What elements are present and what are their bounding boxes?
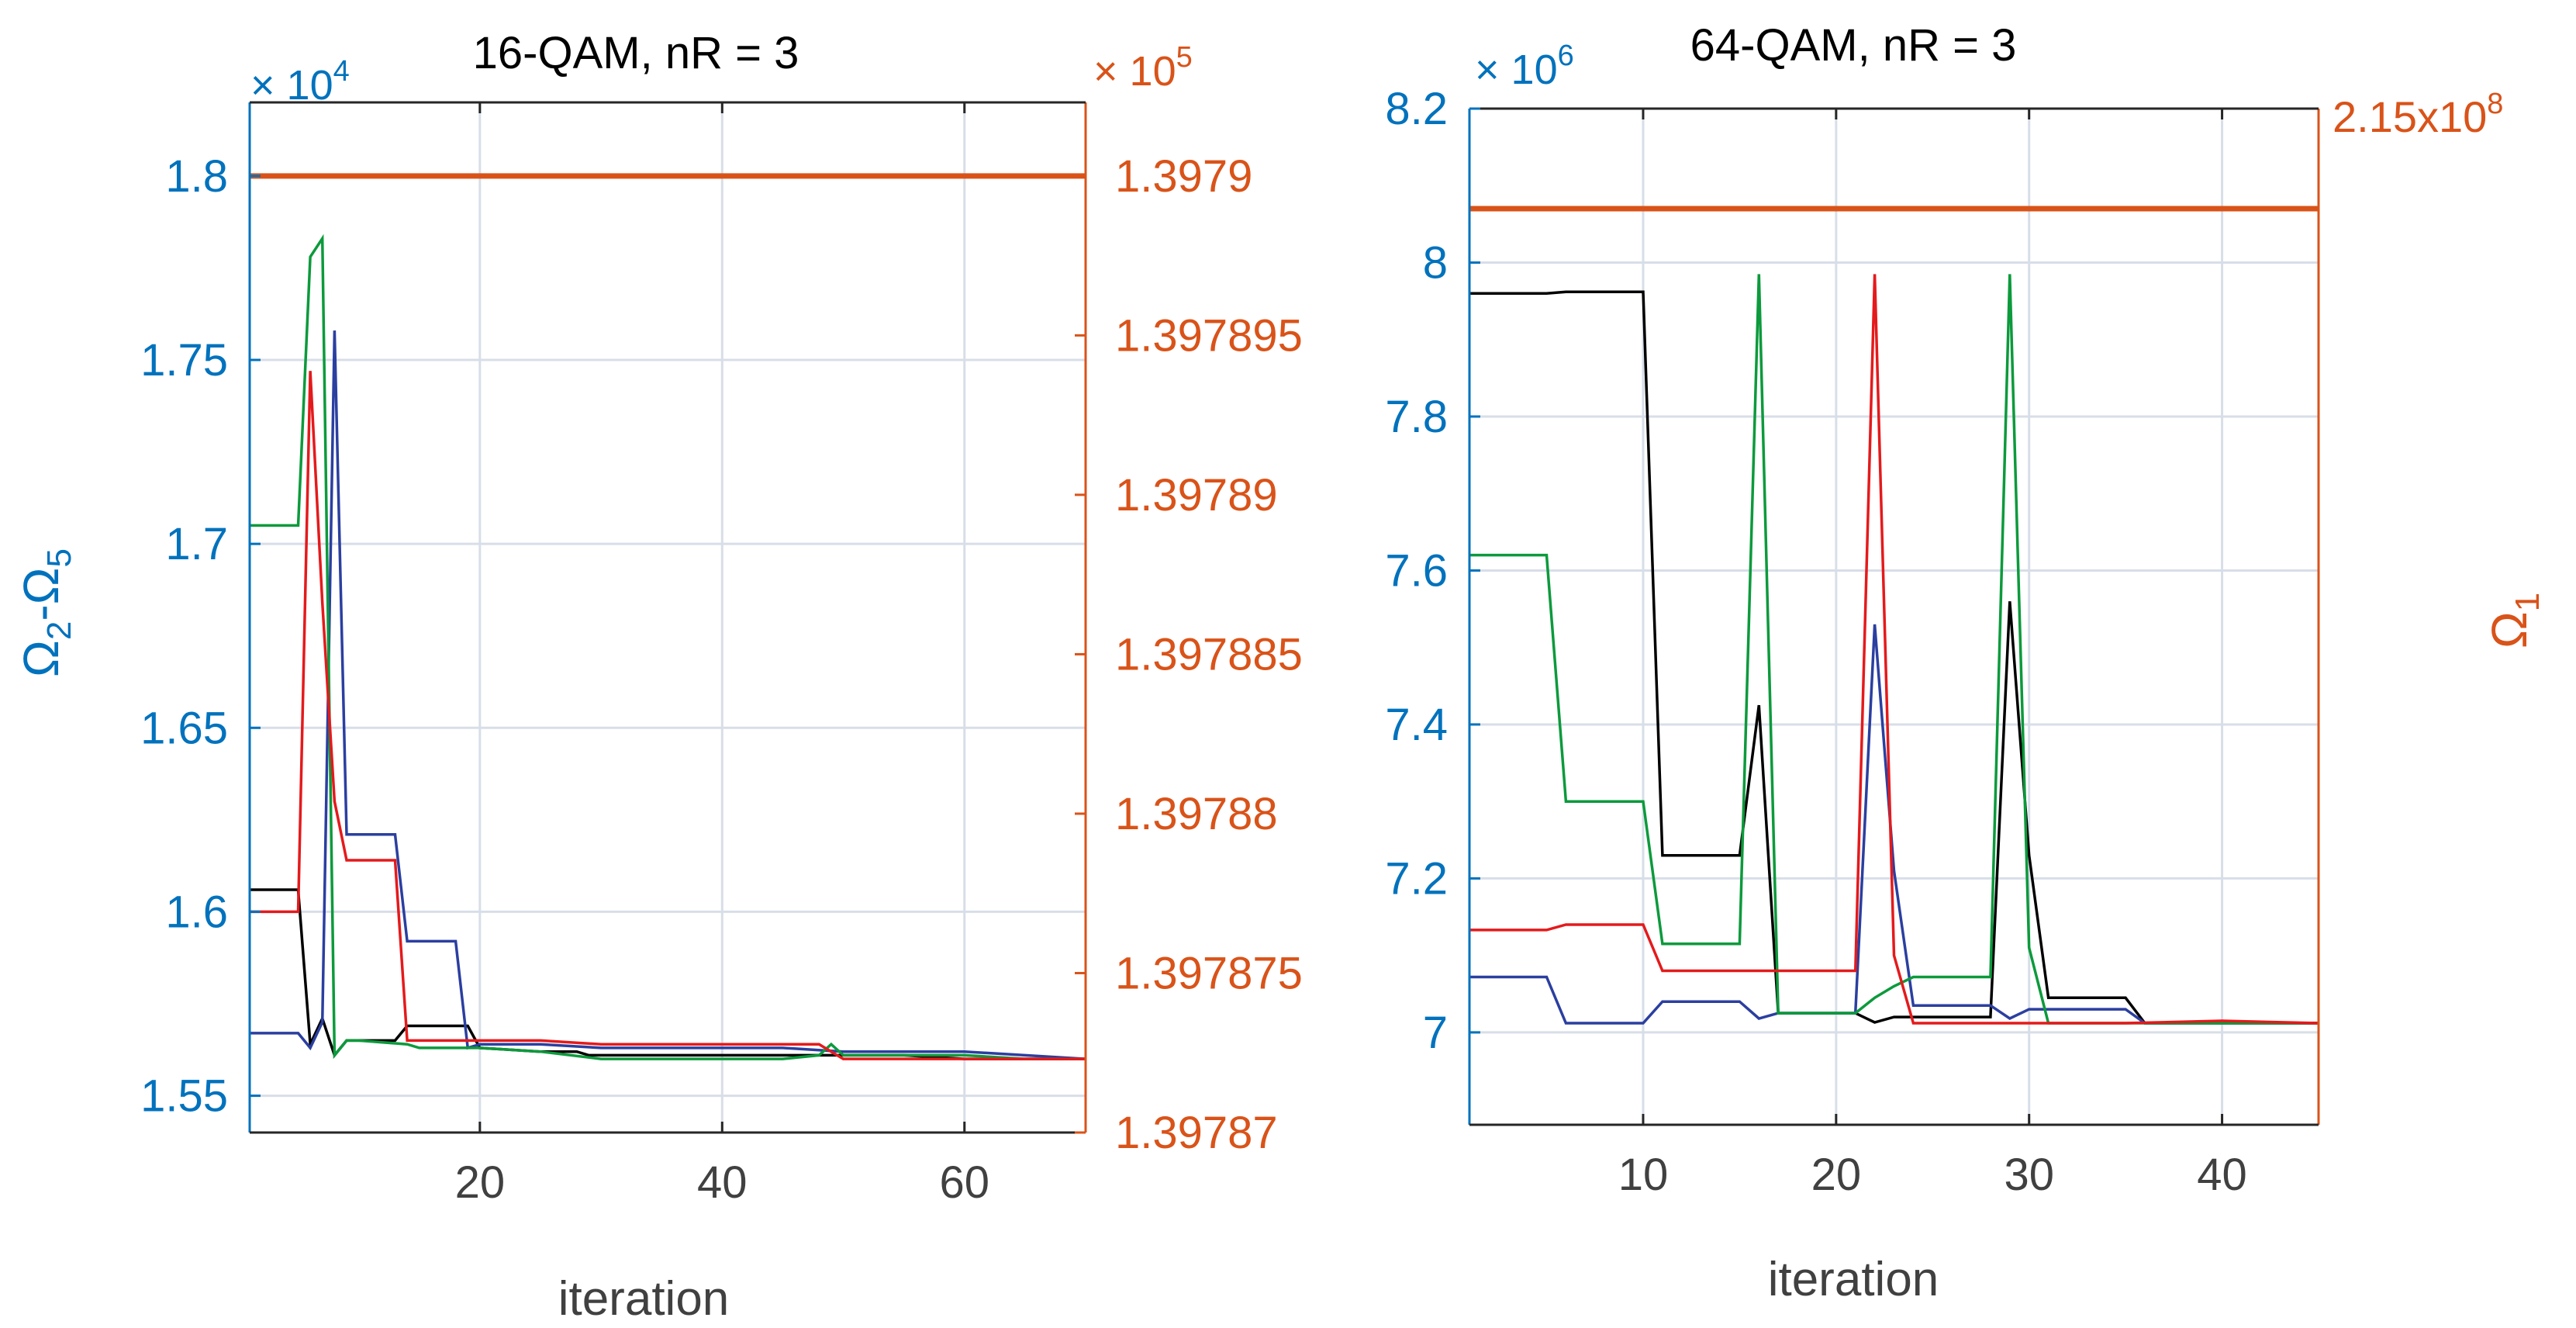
chart-title: 16-QAM, nR = 3	[473, 28, 799, 78]
chart-title: 64-QAM, nR = 3	[1690, 20, 2017, 71]
axes	[248, 101, 1087, 1134]
x-tick-label: 10	[1618, 1150, 1669, 1200]
plot-lines	[250, 173, 1086, 1060]
series-line-black	[1469, 290, 2319, 1025]
x-tick-label: 20	[1811, 1150, 1862, 1200]
left-y-tick-label: 7.4	[1385, 700, 1448, 750]
right-axis-tick-label: 2.15x108	[2333, 88, 2503, 141]
grid	[1469, 109, 2319, 1125]
right-y-tick-label: 1.39789	[1115, 470, 1278, 520]
left-axis-exponent: × 104	[250, 55, 350, 109]
right-y-tick-label: 1.397895	[1115, 310, 1303, 361]
x-tick-label: 40	[2197, 1150, 2247, 1200]
left-axis-exponent: × 106	[1475, 40, 1574, 93]
right-y-tick-label: 1.397885	[1115, 629, 1303, 680]
right-y-tick-label: 1.39788	[1115, 789, 1278, 839]
left-y-tick-label: 8	[1423, 237, 1448, 288]
left-y-axis-label: Ω2-Ω5	[13, 548, 78, 677]
left-y-tick-label: 7	[1423, 1008, 1448, 1058]
left-y-tick-label: 1.7	[165, 519, 228, 569]
x-tick-label: 20	[455, 1157, 506, 1208]
series-line-black	[250, 888, 1086, 1060]
series-line-green	[250, 233, 1086, 1060]
right-y-tick-label: 1.397875	[1115, 948, 1303, 998]
right-y-tick-label: 1.3979	[1115, 151, 1252, 202]
series-line-blue	[250, 330, 1086, 1060]
x-tick-label: 60	[940, 1157, 990, 1208]
series-line-blue	[1469, 624, 2319, 1025]
left-y-tick-label: 1.75	[140, 335, 228, 386]
right-y-tick-label: 1.39787	[1115, 1108, 1278, 1158]
left-y-tick-label: 1.6	[165, 887, 228, 937]
left-y-tick-label: 7.8	[1385, 392, 1448, 442]
right-axis-exponent: × 105	[1093, 41, 1193, 95]
left-y-tick-label: 8.2	[1385, 84, 1448, 134]
left-y-tick-label: 1.8	[165, 151, 228, 202]
x-tick-label: 30	[2004, 1150, 2054, 1200]
tick-labels: 20 40 60 1.55 1.6 1.65 1.7 1.75 1.8 1.39787 1.3978…	[140, 151, 1303, 1208]
chart-64qam: 10 20 30 40 7 7.2 7.4 7.6 7.8 8 8.2 64-QAM, nR = 3…	[1385, 20, 2547, 1306]
axes	[1468, 107, 2320, 1126]
left-y-tick-label: 1.65	[140, 703, 228, 753]
series-line-red	[1469, 274, 2319, 1025]
x-axis-label: iteration	[1768, 1253, 1939, 1306]
left-y-tick-label: 7.6	[1385, 545, 1448, 596]
x-axis-label: iteration	[558, 1272, 730, 1326]
left-y-tick-label: 7.2	[1385, 853, 1448, 904]
chart-16qam: 20 40 60 1.55 1.6 1.65 1.7 1.75 1.8 1.39787 1.3978…	[13, 28, 1303, 1326]
x-tick-label: 40	[697, 1157, 748, 1208]
tick-labels: 10 20 30 40 7 7.2 7.4 7.6 7.8 8 8.2	[1385, 84, 2246, 1200]
plot-lines	[1469, 206, 2319, 1025]
series-line-red	[250, 371, 1086, 1060]
left-y-tick-label: 1.55	[140, 1071, 228, 1122]
